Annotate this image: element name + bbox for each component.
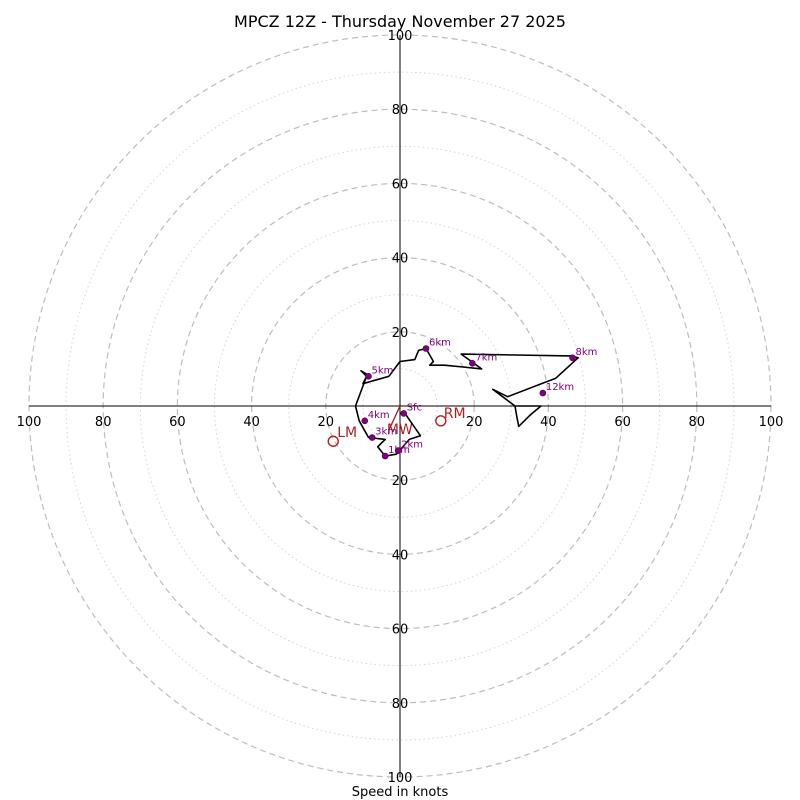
x-tick-label: 40	[243, 415, 260, 430]
height-marker-layer: Sfc1km2km3km4km5km6km7km8km12km	[361, 337, 598, 460]
height-marker-label-8km: 8km	[576, 347, 598, 358]
y-tick-label: 100	[388, 771, 413, 786]
x-tick-label: 80	[95, 415, 112, 430]
x-axis-label: Speed in knots	[352, 785, 449, 800]
x-tick-label: 40	[540, 415, 557, 430]
y-tick-label: 80	[392, 697, 409, 712]
height-marker-label-6km: 6km	[429, 337, 451, 348]
x-tick-label: 60	[169, 415, 186, 430]
mean-wind-label: MW	[387, 422, 413, 438]
tick-labels: 100 80 60 40 20 20 40 60 80 100 100 80 60 40 20 20 40 60 8…	[17, 29, 784, 786]
height-marker-4km	[361, 417, 369, 425]
height-marker-label-3km: 3km	[375, 427, 397, 438]
storm-motion-marker-lm	[327, 435, 339, 447]
height-marker-label-4km: 4km	[368, 410, 390, 421]
height-marker-label-sfc: Sfc	[407, 402, 422, 413]
x-tick-label: 100	[17, 415, 42, 430]
height-marker-1km	[381, 452, 389, 460]
wind-trace-line	[354, 347, 579, 457]
height-marker-3km	[368, 434, 376, 441]
storm-motion-marker-rm	[435, 415, 447, 427]
height-marker-8km	[569, 354, 576, 362]
y-tick-label: 20	[392, 474, 409, 489]
height-marker-label-5km: 5km	[371, 365, 393, 376]
y-tick-label: 100	[388, 29, 413, 44]
y-tick-label: 60	[392, 623, 409, 638]
x-tick-label: 20	[318, 415, 335, 430]
height-marker-5km	[365, 373, 372, 380]
x-tick-label: 20	[466, 415, 483, 430]
wind-trace-layer	[354, 347, 579, 457]
height-marker-6km	[422, 345, 430, 352]
storm-motion-label-lm: LM	[337, 425, 357, 441]
x-tick-label: 60	[614, 415, 631, 430]
y-tick-label: 80	[392, 103, 409, 118]
chart-title: MPCZ 12Z - Thursday November 27 2025	[234, 12, 566, 31]
y-tick-label: 40	[392, 252, 409, 267]
storm-motion-label-rm: RM	[444, 406, 466, 422]
x-tick-label: 100	[759, 415, 784, 430]
height-marker-sfc	[400, 410, 408, 417]
height-marker-label-7km: 7km	[475, 352, 497, 363]
height-marker-label-2km: 2km	[401, 440, 423, 451]
x-tick-label: 80	[689, 415, 706, 430]
y-tick-label: 20	[392, 326, 409, 341]
height-marker-label-12km: 12km	[546, 382, 574, 393]
height-marker-7km	[469, 360, 476, 367]
y-tick-label: 60	[392, 177, 409, 192]
y-tick-label: 40	[392, 548, 409, 563]
mean-wind-vector	[388, 405, 401, 431]
height-marker-12km	[539, 389, 547, 397]
height-marker-2km	[394, 447, 402, 454]
storm-motion-layer: MW RM LM	[327, 405, 466, 447]
